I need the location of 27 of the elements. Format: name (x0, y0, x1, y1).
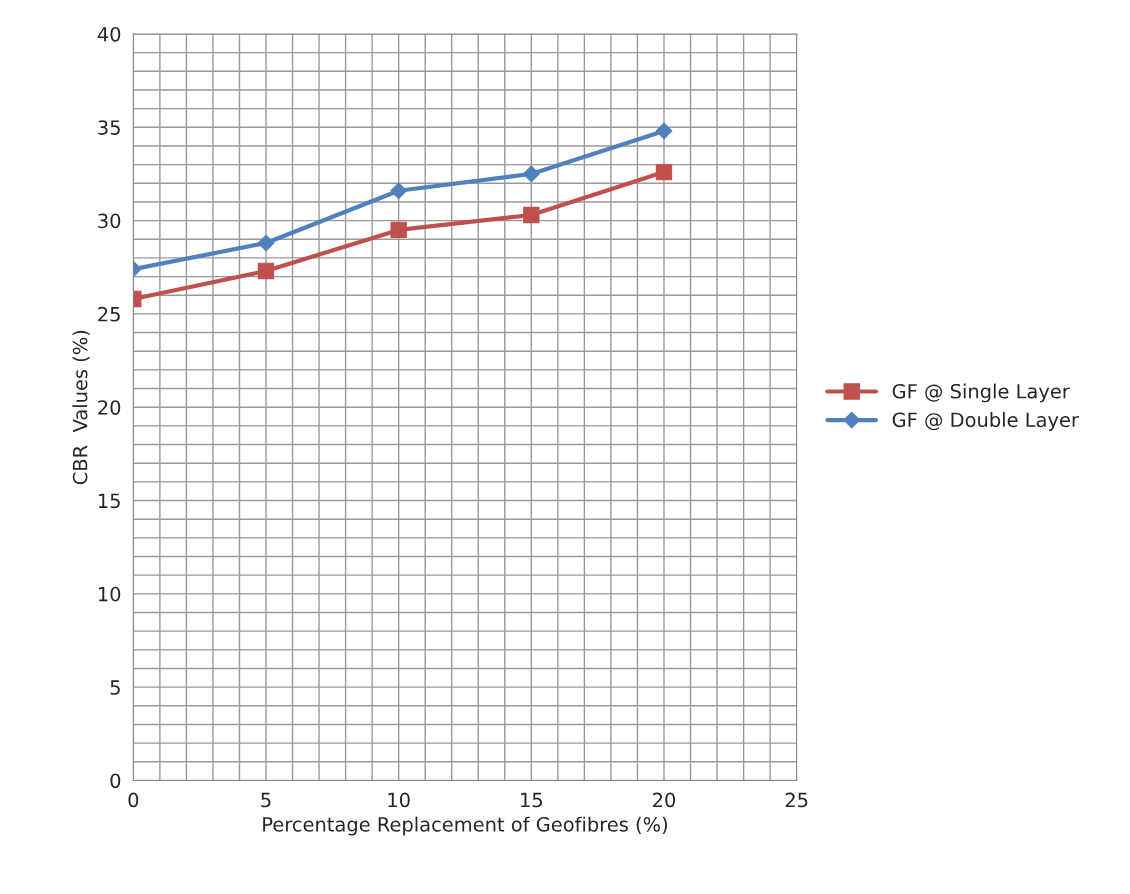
legend-label: GF @ Double Layer (892, 412, 1079, 431)
x-tick-label: 0 (128, 792, 139, 808)
x-tick-label: 20 (653, 792, 676, 808)
y-tick-label: 35 (98, 120, 120, 135)
y-tick-label: 25 (98, 306, 120, 322)
x-tick-label: 5 (261, 792, 271, 808)
y-tick-label: 30 (98, 213, 121, 229)
point (390, 221, 407, 239)
y-axis-title: CBR Values (%) (72, 330, 90, 485)
point (655, 163, 673, 181)
point (257, 262, 275, 280)
y-tick-label: 0 (110, 773, 121, 789)
y-tick-label: 10 (98, 586, 121, 602)
point (655, 122, 673, 140)
point (257, 234, 275, 252)
point (522, 165, 540, 183)
point (523, 206, 540, 224)
point (390, 182, 408, 200)
x-axis-title: Percentage Replacement of Geofibres (%) (263, 816, 668, 836)
y-tick-label: 40 (97, 26, 121, 42)
x-tick-label: 15 (521, 792, 542, 808)
y-tick-label: 15 (98, 493, 120, 509)
legend-label: GF @ Single Layer (892, 383, 1070, 403)
y-tick-label: 5 (110, 680, 120, 695)
x-tick-label: 25 (785, 792, 808, 808)
x-tick-label: 10 (388, 792, 410, 808)
y-tick-label: 20 (98, 400, 121, 415)
